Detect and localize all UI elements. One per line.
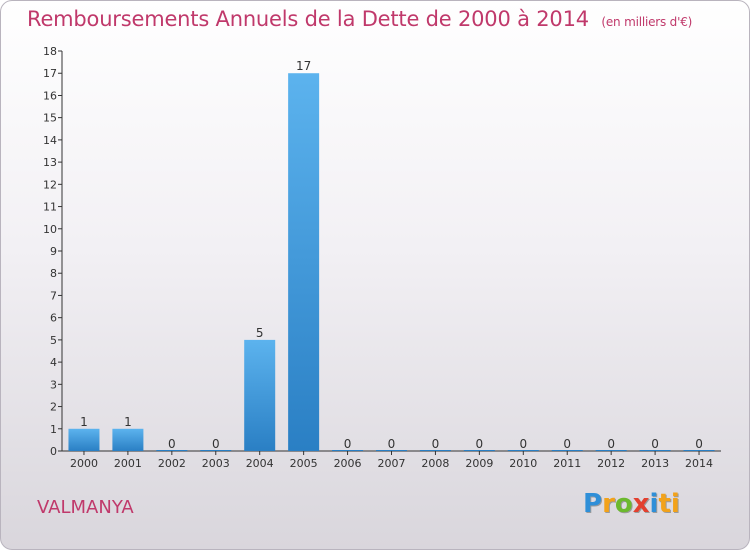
x-tick-label: 2003 bbox=[202, 457, 230, 470]
data-label: 0 bbox=[563, 437, 571, 451]
y-tick-label: 9 bbox=[50, 245, 57, 258]
commune-name: VALMANYA bbox=[37, 497, 134, 518]
proxiti-logo: Proxiti bbox=[583, 489, 680, 519]
bar bbox=[68, 428, 100, 451]
bar bbox=[639, 450, 671, 451]
data-label: 0 bbox=[651, 437, 659, 451]
data-label: 0 bbox=[388, 437, 396, 451]
bar bbox=[463, 450, 495, 451]
chart-unit-label: (en milliers d'€) bbox=[601, 15, 693, 29]
y-tick-label: 5 bbox=[50, 334, 57, 347]
chart-title: Remboursements Annuels de la Dette de 20… bbox=[27, 7, 692, 31]
data-label: 1 bbox=[80, 415, 88, 429]
y-tick-label: 11 bbox=[43, 201, 57, 214]
y-tick-label: 16 bbox=[43, 89, 57, 102]
y-tick-label: 4 bbox=[50, 356, 57, 369]
y-tick-label: 17 bbox=[43, 67, 57, 80]
data-label: 0 bbox=[476, 437, 484, 451]
data-label: 0 bbox=[432, 437, 440, 451]
bar bbox=[419, 450, 451, 451]
x-tick-label: 2000 bbox=[70, 457, 98, 470]
y-tick-label: 6 bbox=[50, 312, 57, 325]
bar bbox=[112, 428, 144, 451]
bar bbox=[376, 450, 407, 451]
x-tick-label: 2012 bbox=[597, 457, 625, 470]
data-label: 0 bbox=[212, 437, 220, 451]
y-tick-label: 18 bbox=[43, 45, 57, 58]
x-tick-label: 2010 bbox=[509, 457, 537, 470]
y-tick-label: 7 bbox=[50, 289, 57, 302]
y-tick-label: 3 bbox=[50, 378, 57, 391]
data-label: 17 bbox=[296, 59, 311, 73]
data-label: 5 bbox=[256, 326, 264, 340]
y-tick-label: 1 bbox=[50, 423, 57, 436]
bar bbox=[332, 450, 364, 451]
x-tick-label: 2007 bbox=[378, 457, 406, 470]
bar bbox=[288, 73, 320, 451]
data-label: 1 bbox=[124, 415, 132, 429]
y-tick-label: 0 bbox=[50, 445, 57, 458]
bar bbox=[244, 339, 276, 451]
bar bbox=[683, 450, 715, 451]
y-tick-label: 12 bbox=[43, 178, 57, 191]
bar bbox=[200, 450, 232, 451]
y-tick-label: 2 bbox=[50, 401, 57, 414]
bar bbox=[507, 450, 539, 451]
x-tick-label: 2002 bbox=[158, 457, 186, 470]
y-tick-label: 14 bbox=[43, 134, 57, 147]
y-tick-label: 13 bbox=[43, 156, 57, 169]
x-tick-label: 2009 bbox=[465, 457, 493, 470]
x-tick-label: 2013 bbox=[641, 457, 669, 470]
x-tick-label: 2011 bbox=[553, 457, 581, 470]
data-label: 0 bbox=[607, 437, 615, 451]
bar bbox=[156, 450, 188, 451]
x-tick-label: 2008 bbox=[421, 457, 449, 470]
data-label: 0 bbox=[695, 437, 703, 451]
y-tick-label: 8 bbox=[50, 267, 57, 280]
data-label: 0 bbox=[519, 437, 527, 451]
x-tick-label: 2014 bbox=[685, 457, 713, 470]
chart-title-text: Remboursements Annuels de la Dette de 20… bbox=[27, 7, 589, 31]
x-tick-label: 2004 bbox=[246, 457, 274, 470]
x-tick-label: 2006 bbox=[334, 457, 362, 470]
x-tick-label: 2005 bbox=[290, 457, 318, 470]
data-label: 0 bbox=[168, 437, 176, 451]
x-tick-label: 2001 bbox=[114, 457, 142, 470]
bar bbox=[595, 450, 627, 451]
data-label: 0 bbox=[344, 437, 352, 451]
bar bbox=[551, 450, 583, 451]
y-tick-label: 15 bbox=[43, 112, 57, 125]
y-tick-label: 10 bbox=[43, 223, 57, 236]
